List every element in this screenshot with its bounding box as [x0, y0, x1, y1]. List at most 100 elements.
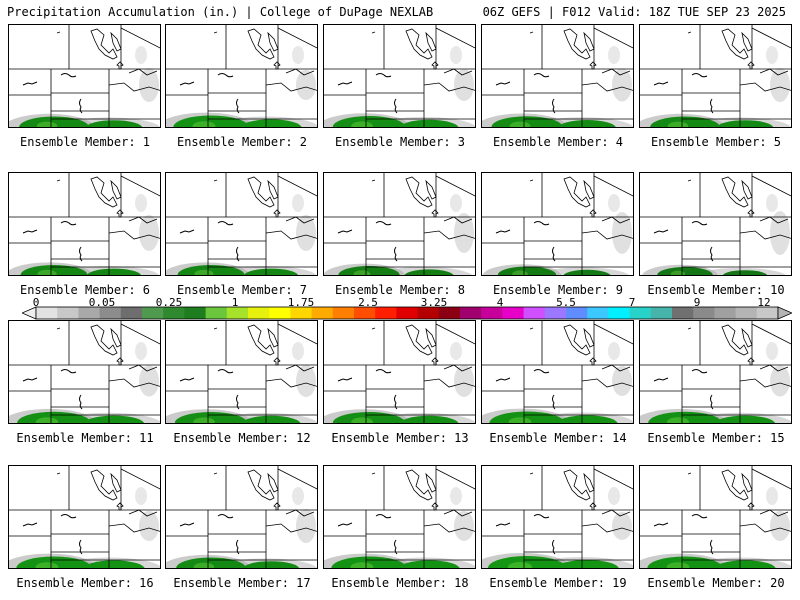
ensemble-map-2 — [165, 24, 318, 128]
ensemble-member-label: Ensemble Member: 14 — [489, 431, 627, 445]
map-graphic — [324, 321, 475, 423]
ensemble-map-3 — [323, 24, 476, 128]
ensemble-map-11 — [8, 320, 161, 424]
ensemble-map-14 — [481, 320, 634, 424]
map-graphic — [640, 321, 791, 423]
colorbar-swatch — [629, 307, 652, 319]
map-graphic — [166, 321, 317, 423]
map-graphic — [640, 466, 791, 568]
map-graphic — [324, 173, 475, 275]
precip-colorbar — [22, 306, 792, 320]
map-graphic — [166, 466, 317, 568]
colorbar-swatch — [693, 307, 715, 319]
ensemble-map-13 — [323, 320, 476, 424]
map-graphic — [9, 173, 160, 275]
map-graphic — [482, 173, 633, 275]
colorbar-swatch — [311, 307, 334, 319]
colorbar-swatch — [375, 307, 397, 319]
colorbar-swatch — [57, 307, 79, 319]
ensemble-map-5 — [639, 24, 792, 128]
ensemble-member-label: Ensemble Member: 8 — [334, 283, 466, 297]
ensemble-member-label: Ensemble Member: 9 — [492, 283, 624, 297]
colorbar-tick-label: 1.75 — [287, 296, 315, 309]
ensemble-map-18 — [323, 465, 476, 569]
ensemble-map-15 — [639, 320, 792, 424]
ensemble-map-16 — [8, 465, 161, 569]
ensemble-map-19 — [481, 465, 634, 569]
ensemble-map-17 — [165, 465, 318, 569]
colorbar-swatch — [269, 307, 291, 319]
colorbar-swatch — [354, 307, 376, 319]
ensemble-map-9 — [481, 172, 634, 276]
colorbar-swatch — [99, 307, 122, 319]
ensemble-member-label: Ensemble Member: 5 — [650, 135, 782, 149]
ensemble-member-label: Ensemble Member: 1 — [19, 135, 151, 149]
colorbar-swatch — [184, 307, 207, 319]
colorbar-right-arrow — [777, 306, 792, 320]
ensemble-member-label: Ensemble Member: 4 — [492, 135, 624, 149]
colorbar-swatch — [460, 307, 482, 319]
colorbar-swatch — [714, 307, 737, 319]
colorbar-swatch — [417, 307, 440, 319]
map-graphic — [166, 173, 317, 275]
colorbar-swatch — [120, 307, 143, 319]
ensemble-member-label: Ensemble Member: 7 — [176, 283, 308, 297]
map-graphic — [9, 25, 160, 127]
map-graphic — [166, 25, 317, 127]
colorbar-tick-label: 4 — [496, 296, 504, 309]
colorbar-swatch — [290, 307, 313, 319]
ensemble-map-10 — [639, 172, 792, 276]
map-graphic — [9, 321, 160, 423]
ensemble-member-label: Ensemble Member: 17 — [173, 576, 311, 590]
ensemble-member-label: Ensemble Member: 15 — [647, 431, 785, 445]
ensemble-map-12 — [165, 320, 318, 424]
colorbar-tick-label: 9 — [693, 296, 701, 309]
colorbar-tick-label: 12 — [757, 296, 771, 309]
map-graphic — [482, 25, 633, 127]
colorbar-swatch — [672, 307, 694, 319]
map-graphic — [9, 466, 160, 568]
ensemble-map-7 — [165, 172, 318, 276]
colorbar-tick-label: 1 — [231, 296, 239, 309]
colorbar-swatch — [163, 307, 185, 319]
colorbar-tick-label: 0.25 — [155, 296, 183, 309]
ensemble-member-label: Ensemble Member: 18 — [331, 576, 469, 590]
map-title: Precipitation Accumulation (in.) | Colle… — [7, 5, 434, 19]
ensemble-map-1 — [8, 24, 161, 128]
ensemble-map-4 — [481, 24, 634, 128]
colorbar-swatch — [396, 307, 419, 319]
colorbar-swatch — [735, 307, 758, 319]
colorbar-swatch — [142, 307, 164, 319]
map-graphic — [640, 25, 791, 127]
colorbar-swatch — [481, 307, 503, 319]
ensemble-map-6 — [8, 172, 161, 276]
map-graphic — [324, 466, 475, 568]
colorbar-tick-label: 2.5 — [358, 296, 378, 309]
ensemble-member-label: Ensemble Member: 20 — [647, 576, 785, 590]
ensemble-member-label: Ensemble Member: 12 — [173, 431, 311, 445]
colorbar-tick-label: 5.5 — [556, 296, 576, 309]
map-graphic — [482, 321, 633, 423]
colorbar-swatch — [608, 307, 631, 319]
colorbar-swatch — [502, 307, 525, 319]
colorbar-swatch — [544, 307, 567, 319]
colorbar-swatch — [36, 307, 58, 319]
colorbar-tick-label: 7 — [628, 296, 636, 309]
colorbar-swatch — [756, 307, 779, 319]
map-graphic — [482, 466, 633, 568]
colorbar-swatch — [587, 307, 609, 319]
map-graphic — [324, 25, 475, 127]
map-graphic — [640, 173, 791, 275]
ensemble-member-label: Ensemble Member: 3 — [334, 135, 466, 149]
ensemble-map-8 — [323, 172, 476, 276]
ensemble-member-label: Ensemble Member: 6 — [19, 283, 151, 297]
colorbar-swatch — [205, 307, 228, 319]
ensemble-map-20 — [639, 465, 792, 569]
colorbar-tick-label: 3.25 — [420, 296, 448, 309]
colorbar-swatch — [332, 307, 355, 319]
colorbar-swatch — [523, 307, 546, 319]
colorbar-tick-label: 0 — [32, 296, 40, 309]
colorbar-swatch — [226, 307, 249, 319]
colorbar-swatch — [78, 307, 101, 319]
colorbar-swatch — [438, 307, 461, 319]
